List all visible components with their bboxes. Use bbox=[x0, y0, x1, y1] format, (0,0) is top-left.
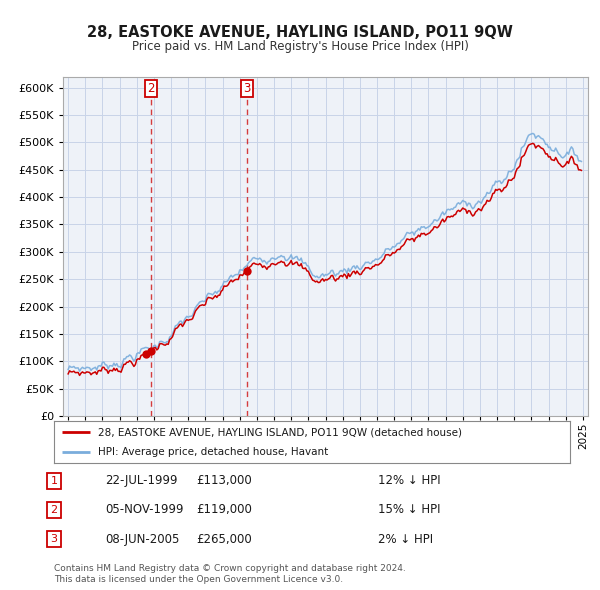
Text: £119,000: £119,000 bbox=[196, 503, 252, 516]
Text: 2% ↓ HPI: 2% ↓ HPI bbox=[378, 533, 433, 546]
Text: 28, EASTOKE AVENUE, HAYLING ISLAND, PO11 9QW (detached house): 28, EASTOKE AVENUE, HAYLING ISLAND, PO11… bbox=[98, 427, 462, 437]
Text: 28, EASTOKE AVENUE, HAYLING ISLAND, PO11 9QW: 28, EASTOKE AVENUE, HAYLING ISLAND, PO11… bbox=[87, 25, 513, 40]
Text: 3: 3 bbox=[50, 535, 58, 544]
Text: 2: 2 bbox=[148, 82, 155, 95]
Text: 22-JUL-1999: 22-JUL-1999 bbox=[105, 474, 178, 487]
Text: 3: 3 bbox=[244, 82, 251, 95]
Text: 05-NOV-1999: 05-NOV-1999 bbox=[105, 503, 184, 516]
Text: £265,000: £265,000 bbox=[196, 533, 252, 546]
Text: 08-JUN-2005: 08-JUN-2005 bbox=[105, 533, 179, 546]
Text: 15% ↓ HPI: 15% ↓ HPI bbox=[378, 503, 440, 516]
Text: 1: 1 bbox=[50, 476, 58, 486]
Text: 12% ↓ HPI: 12% ↓ HPI bbox=[378, 474, 440, 487]
Text: £113,000: £113,000 bbox=[196, 474, 252, 487]
Text: 2: 2 bbox=[50, 505, 58, 514]
Text: Price paid vs. HM Land Registry's House Price Index (HPI): Price paid vs. HM Land Registry's House … bbox=[131, 40, 469, 53]
Text: Contains HM Land Registry data © Crown copyright and database right 2024.: Contains HM Land Registry data © Crown c… bbox=[54, 565, 406, 573]
Text: HPI: Average price, detached house, Havant: HPI: Average price, detached house, Hava… bbox=[98, 447, 328, 457]
Text: This data is licensed under the Open Government Licence v3.0.: This data is licensed under the Open Gov… bbox=[54, 575, 343, 584]
